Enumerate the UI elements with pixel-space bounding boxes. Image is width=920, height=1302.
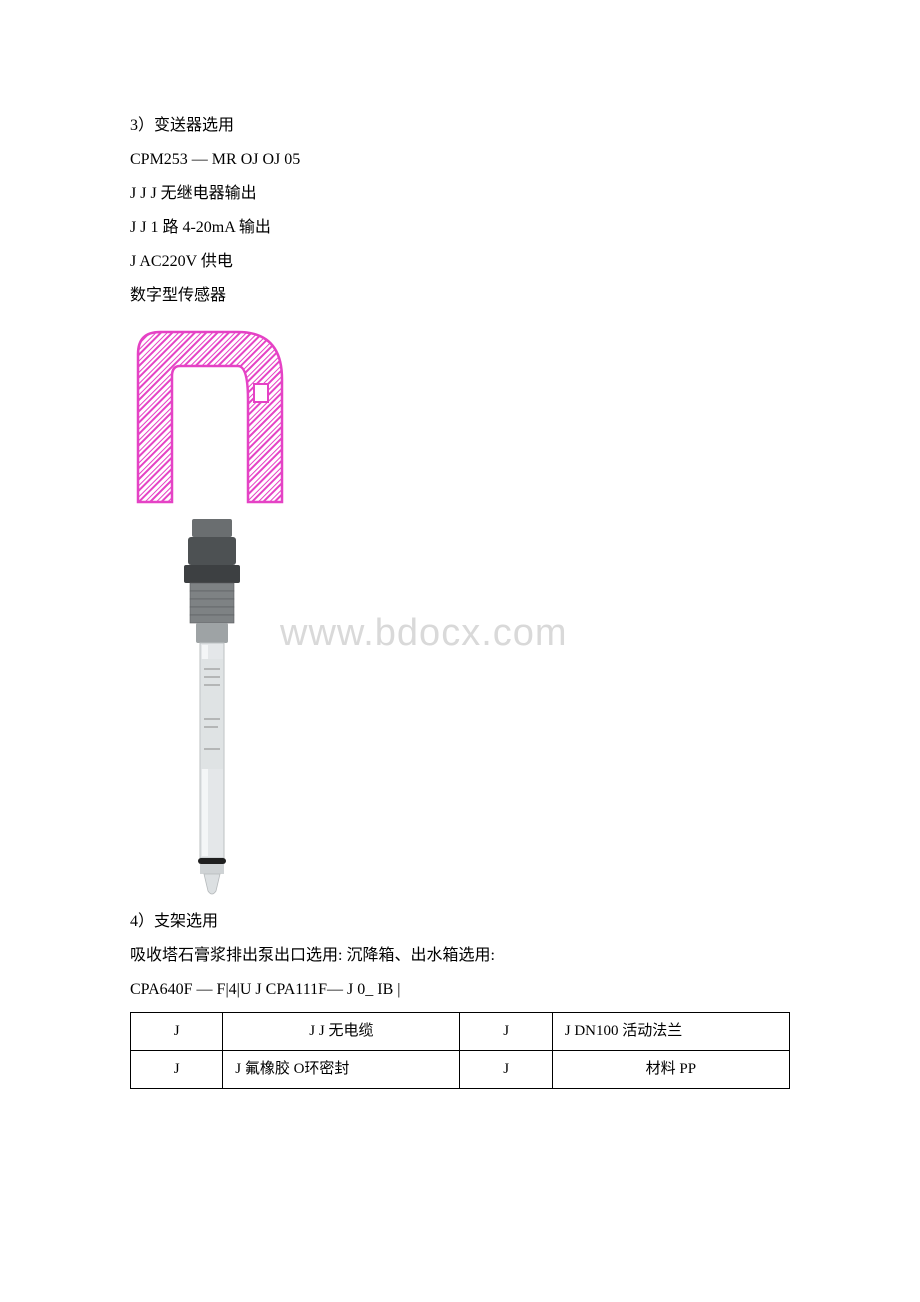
section3-model: CPM253 — MR OJ OJ 05	[130, 144, 790, 176]
sensor-illustration	[130, 324, 290, 894]
section3-line1: J J J 无继电器输出	[130, 178, 790, 210]
cell: J J 无电缆	[223, 1013, 460, 1051]
section3-heading: 3）变送器选用	[130, 110, 790, 142]
cap-housing-icon	[130, 324, 290, 524]
section4-line1: 吸收塔石膏浆排出泵出口选用: 沉降箱、出水箱选用:	[130, 940, 790, 972]
ph-sensor-icon	[182, 519, 242, 899]
cell: J	[460, 1013, 552, 1051]
section3-line3: J AC220V 供电	[130, 246, 790, 278]
cell: J	[131, 1013, 223, 1051]
cell: J 氟橡胶 O环密封	[223, 1051, 460, 1089]
section4-heading: 4）支架选用	[130, 906, 790, 938]
section3-line4: 数字型传感器	[130, 280, 790, 312]
spec-table: J J J 无电缆 J J DN100 活动法兰 J J 氟橡胶 O环密封 J …	[130, 1012, 790, 1089]
section4-line2: CPA640F — F|4|U J CPA111F— J 0_ IB |	[130, 974, 790, 1006]
watermark: www.bdocx.com	[280, 595, 568, 671]
section3-line2: J J 1 路 4-20mA 输出	[130, 212, 790, 244]
cell: J DN100 活动法兰	[552, 1013, 789, 1051]
cell: J	[460, 1051, 552, 1089]
table-row: J J J 无电缆 J J DN100 活动法兰	[131, 1013, 790, 1051]
table-row: J J 氟橡胶 O环密封 J 材料 PP	[131, 1051, 790, 1089]
cell: J	[131, 1051, 223, 1089]
cell: 材料 PP	[552, 1051, 789, 1089]
